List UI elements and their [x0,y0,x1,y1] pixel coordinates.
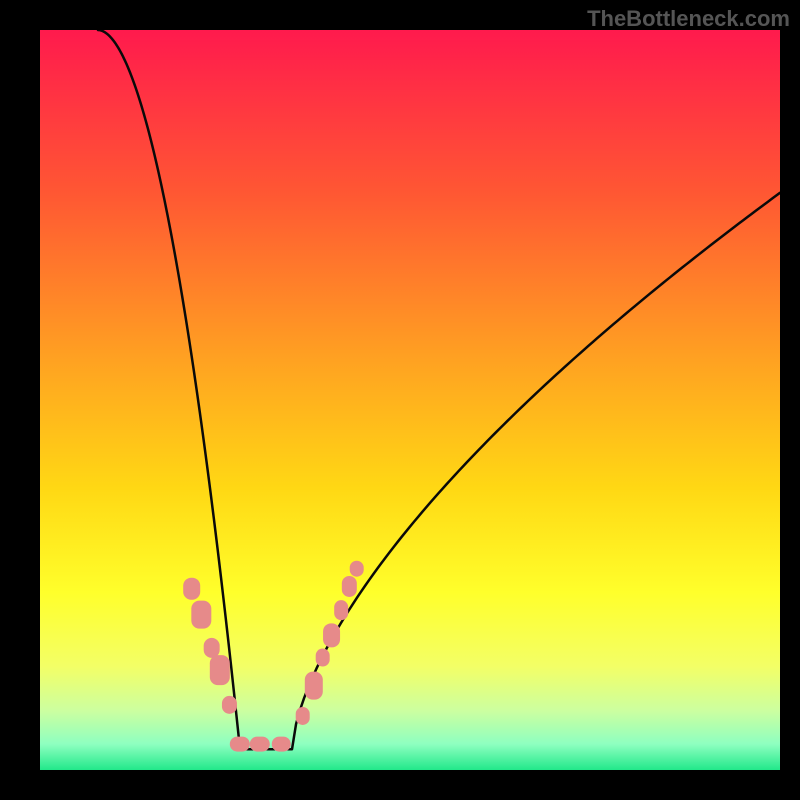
bead-right-6 [350,561,364,577]
bead-right-5 [342,576,357,597]
bead-right-2 [316,649,330,667]
bead-left-3 [210,655,230,685]
bead-left-1 [191,601,211,629]
watermark-text: TheBottleneck.com [587,6,790,32]
bead-left-0 [183,578,200,600]
bead-bottom-0 [230,737,250,752]
bead-bottom-2 [272,737,291,752]
chart-outer-frame: TheBottleneck.com [0,0,800,800]
bead-right-0 [296,707,310,725]
bead-right-4 [334,600,348,620]
curve-svg-layer [40,30,780,770]
bead-bottom-1 [250,737,270,752]
bead-right-1 [305,672,323,700]
bead-left-4 [222,696,237,714]
bead-right-3 [323,623,340,647]
bottleneck-curve [98,30,780,749]
bead-left-2 [204,638,220,658]
plot-area [40,30,780,770]
